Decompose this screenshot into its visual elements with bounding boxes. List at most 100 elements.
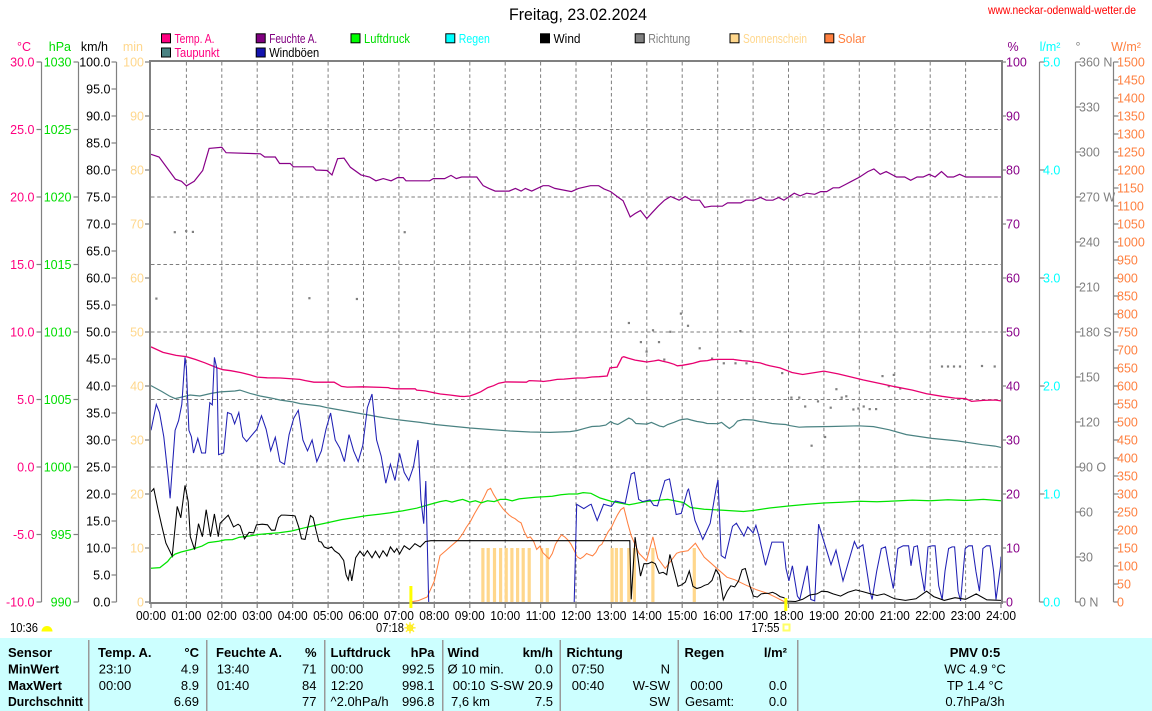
svg-text:7,6 km: 7,6 km: [451, 694, 490, 709]
svg-text:km/h: km/h: [81, 40, 108, 54]
svg-text:07:00: 07:00: [384, 609, 414, 623]
svg-text:0.7hPa/3h: 0.7hPa/3h: [945, 694, 1004, 709]
svg-text:Temp. A.: Temp. A.: [98, 645, 151, 660]
svg-text:Richtung: Richtung: [648, 32, 690, 46]
svg-text:www.neckar-odenwald-wetter.de: www.neckar-odenwald-wetter.de: [987, 3, 1136, 17]
svg-text:996.8: 996.8: [402, 694, 435, 709]
svg-text:60: 60: [1006, 271, 1020, 285]
svg-text:17:00: 17:00: [738, 609, 768, 623]
svg-text:180 S: 180 S: [1079, 325, 1112, 339]
svg-text:1005: 1005: [44, 393, 72, 407]
svg-text:l/m²: l/m²: [1040, 40, 1061, 54]
svg-text:45.0: 45.0: [86, 352, 110, 366]
svg-text:09:00: 09:00: [455, 609, 485, 623]
svg-text:0.0: 0.0: [769, 678, 787, 693]
svg-text:990: 990: [51, 595, 72, 609]
svg-text:120: 120: [1079, 415, 1100, 429]
svg-text:50: 50: [130, 325, 144, 339]
svg-text:20.0: 20.0: [10, 190, 34, 204]
svg-text:00:00: 00:00: [690, 678, 723, 693]
svg-text:01:00: 01:00: [171, 609, 201, 623]
svg-text:3.0: 3.0: [1043, 271, 1060, 285]
svg-text:S-SW 20.9: S-SW 20.9: [490, 678, 553, 693]
svg-text:80.0: 80.0: [86, 163, 110, 177]
svg-text:1450: 1450: [1117, 73, 1145, 87]
svg-text:^2.0hPa/h: ^2.0hPa/h: [331, 694, 389, 709]
svg-text:03:00: 03:00: [242, 609, 272, 623]
svg-text:MaxWert: MaxWert: [8, 678, 63, 693]
svg-text:270 W: 270 W: [1079, 190, 1115, 204]
svg-text:22:00: 22:00: [915, 609, 945, 623]
svg-text:Windböen: Windböen: [269, 46, 319, 60]
svg-text:0: 0: [1006, 595, 1013, 609]
svg-text:1300: 1300: [1117, 127, 1145, 141]
svg-text:Luftdruck: Luftdruck: [364, 32, 411, 46]
svg-text:100: 100: [1117, 559, 1138, 573]
svg-text:06:00: 06:00: [349, 609, 379, 623]
svg-text:6.69: 6.69: [174, 694, 199, 709]
svg-text:02:00: 02:00: [207, 609, 237, 623]
svg-text:200: 200: [1117, 523, 1138, 537]
svg-text:55.0: 55.0: [86, 298, 110, 312]
svg-text:00:00: 00:00: [136, 609, 166, 623]
svg-text:100.0: 100.0: [79, 55, 110, 69]
svg-text:30: 30: [130, 433, 144, 447]
svg-text:1020: 1020: [44, 190, 72, 204]
svg-text:18:00: 18:00: [774, 609, 804, 623]
svg-text:%: %: [305, 645, 317, 660]
svg-text:20: 20: [130, 487, 144, 501]
svg-text:100: 100: [1006, 55, 1027, 69]
svg-text:4.0: 4.0: [1043, 163, 1060, 177]
svg-text:90 O: 90 O: [1079, 460, 1106, 474]
svg-text:7.5: 7.5: [535, 694, 553, 709]
svg-text:998.1: 998.1: [402, 678, 435, 693]
svg-text:10:00: 10:00: [490, 609, 520, 623]
svg-text:Sensor: Sensor: [8, 645, 52, 660]
svg-text:0.0: 0.0: [1043, 595, 1060, 609]
svg-text:hPa: hPa: [49, 40, 71, 54]
svg-text:85.0: 85.0: [86, 136, 110, 150]
svg-text:°C: °C: [184, 645, 199, 660]
svg-text:50: 50: [1006, 325, 1020, 339]
svg-text:1250: 1250: [1117, 145, 1145, 159]
svg-text:30: 30: [1006, 433, 1020, 447]
svg-text:750: 750: [1117, 325, 1138, 339]
svg-text:WC 4.9 °C: WC 4.9 °C: [944, 662, 1006, 677]
svg-text:60.0: 60.0: [86, 271, 110, 285]
svg-text:995: 995: [51, 528, 72, 542]
svg-text:250: 250: [1117, 505, 1138, 519]
svg-text:1350: 1350: [1117, 109, 1145, 123]
svg-text:Richtung: Richtung: [567, 645, 623, 660]
svg-text:17:55: 17:55: [752, 621, 780, 635]
svg-text:35.0: 35.0: [86, 406, 110, 420]
svg-text:0.0: 0.0: [769, 694, 787, 709]
svg-text:100: 100: [123, 55, 144, 69]
svg-text:0 N: 0 N: [1079, 595, 1098, 609]
svg-text:Gesamt:: Gesamt:: [685, 694, 734, 709]
svg-text:80: 80: [130, 163, 144, 177]
svg-text:W/m²: W/m²: [1111, 40, 1141, 54]
svg-text:400: 400: [1117, 451, 1138, 465]
svg-text:1015: 1015: [44, 258, 72, 272]
svg-text:1000: 1000: [1117, 235, 1145, 249]
svg-text:60: 60: [1079, 505, 1093, 519]
svg-text:0.0: 0.0: [17, 460, 34, 474]
svg-text:16:00: 16:00: [703, 609, 733, 623]
svg-text:800: 800: [1117, 307, 1138, 321]
svg-text:40.0: 40.0: [86, 379, 110, 393]
svg-text:70.0: 70.0: [86, 217, 110, 231]
svg-text:N: N: [661, 662, 670, 677]
svg-text:30.0: 30.0: [86, 433, 110, 447]
svg-text:Regen: Regen: [685, 645, 725, 660]
svg-text:-10.0: -10.0: [6, 595, 35, 609]
svg-text:Wind: Wind: [554, 32, 581, 46]
svg-text:550: 550: [1117, 397, 1138, 411]
svg-text:5.0: 5.0: [1043, 55, 1060, 69]
svg-text:°: °: [1076, 40, 1081, 54]
svg-text:950: 950: [1117, 253, 1138, 267]
svg-text:1.0: 1.0: [1043, 487, 1060, 501]
svg-text:5.0: 5.0: [93, 568, 110, 582]
svg-text:5.0: 5.0: [17, 393, 34, 407]
svg-text:24:00: 24:00: [986, 609, 1016, 623]
svg-text:13:00: 13:00: [596, 609, 626, 623]
